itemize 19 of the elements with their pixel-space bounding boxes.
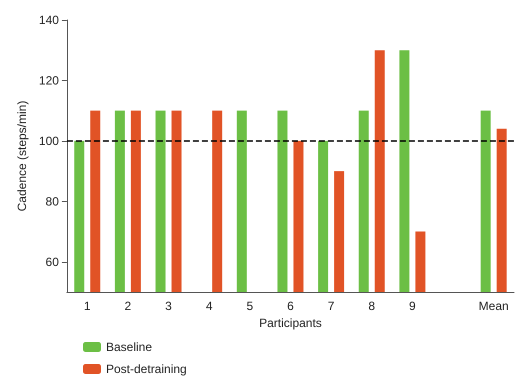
y-tick-label: 60 [46, 254, 60, 269]
x-tick-label: 7 [328, 299, 335, 313]
x-tick-label: 1 [84, 299, 91, 313]
y-axis-title: Cadence (steps/min) [15, 100, 29, 212]
x-tick-label: 3 [165, 299, 172, 313]
y-tick-label: 120 [38, 73, 60, 88]
x-tick-label: 8 [368, 299, 376, 313]
legend-label: Post-detraining [106, 362, 187, 376]
y-tick-label: 100 [38, 134, 60, 148]
x-tick-label: 9 [409, 299, 416, 313]
x-tick-label: 4 [206, 299, 213, 313]
x-axis-title: Participants [259, 316, 322, 330]
y-tick-label: 80 [46, 194, 60, 208]
x-tick-label: 2 [124, 299, 132, 313]
y-tick-label: 140 [38, 13, 60, 27]
legend-label: Baseline [106, 340, 152, 354]
x-tick-label: 5 [246, 299, 254, 313]
x-tick-label: 6 [287, 299, 294, 313]
x-tick-label: Mean [478, 299, 509, 313]
